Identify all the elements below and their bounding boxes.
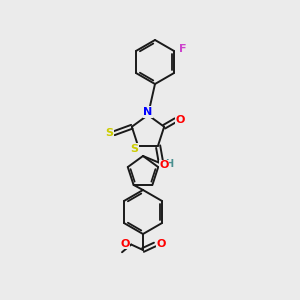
Text: S: S xyxy=(105,128,113,138)
Text: H: H xyxy=(165,158,173,169)
Text: O: O xyxy=(160,160,169,170)
Text: F: F xyxy=(179,44,187,54)
Text: O: O xyxy=(176,115,185,125)
Text: S: S xyxy=(130,144,138,154)
Text: N: N xyxy=(143,107,153,117)
Text: O: O xyxy=(156,238,166,248)
Text: O: O xyxy=(121,238,130,248)
